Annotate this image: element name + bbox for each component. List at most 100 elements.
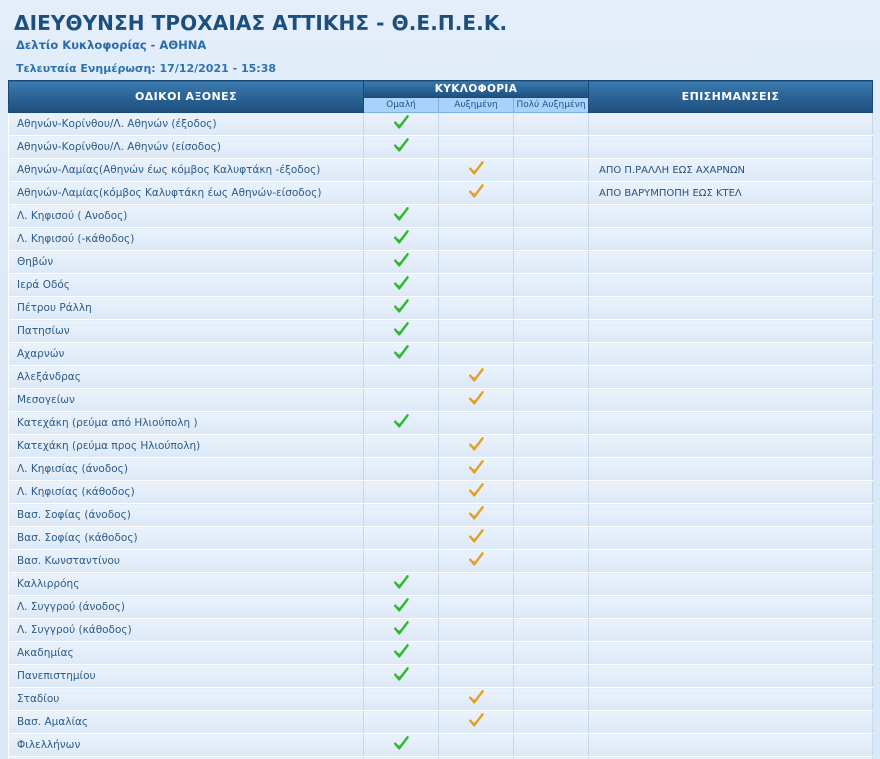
- table-row: Αθηνών-Κορίνθου/Λ. Αθηνών (είσοδος): [8, 135, 873, 159]
- cell-status-very-increased: [513, 365, 589, 389]
- page-header: ΔΙΕΥΘΥΝΣΗ ΤΡΟΧΑΙΑΣ ΑΤΤΙΚΗΣ - Θ.Ε.Π.Ε.Κ. …: [8, 0, 872, 76]
- check-mark-icon: [468, 505, 485, 522]
- check-mark-icon: [393, 321, 410, 338]
- check-mark-icon: [393, 206, 410, 223]
- table-row: Λ. Συγγρού (κάθοδος): [8, 618, 873, 642]
- cell-status-normal: [363, 549, 439, 573]
- check-mark-icon: [468, 551, 485, 568]
- cell-status-very-increased: [513, 181, 589, 205]
- check-mark-icon: [393, 344, 410, 361]
- cell-status-normal: [363, 434, 439, 458]
- cell-status-normal: [363, 112, 439, 136]
- column-header-notes: ΕΠΙΣΗΜΑΝΣΕΙΣ: [588, 80, 873, 113]
- cell-status-normal: [363, 411, 439, 435]
- cell-note: [588, 250, 873, 274]
- cell-axis-name: Αθηνών-Λαμίας(κόμβος Καλυφτάκη έως Αθηνώ…: [8, 181, 364, 205]
- cell-status-increased: [438, 503, 514, 527]
- table-row: Λ. Κηφισίας (κάθοδος): [8, 480, 873, 504]
- cell-status-normal: [363, 572, 439, 596]
- cell-status-very-increased: [513, 733, 589, 757]
- check-mark-icon: [393, 229, 410, 246]
- cell-note: [588, 549, 873, 573]
- cell-axis-name: Ακαδημίας: [8, 641, 364, 665]
- check-mark-icon: [393, 666, 410, 683]
- cell-note: [588, 480, 873, 504]
- check-mark-icon: [393, 137, 410, 154]
- cell-axis-name: Λ. Κηφισίας (κάθοδος): [8, 480, 364, 504]
- cell-status-increased: [438, 710, 514, 734]
- cell-status-increased: [438, 181, 514, 205]
- cell-note: [588, 710, 873, 734]
- cell-axis-name: Ιερά Οδός: [8, 273, 364, 297]
- table-row: Λ. Κηφισίας (άνοδος): [8, 457, 873, 481]
- table-row: Μεσογείων: [8, 388, 873, 412]
- table-row: Ιερά Οδός: [8, 273, 873, 297]
- table-body: Αθηνών-Κορίνθου/Λ. Αθηνών (έξοδος) Αθηνών…: [8, 112, 873, 759]
- cell-status-normal: [363, 480, 439, 504]
- cell-status-normal: [363, 457, 439, 481]
- cell-status-normal: [363, 388, 439, 412]
- cell-axis-name: Πέτρου Ράλλη: [8, 296, 364, 320]
- table-row: Αθηνών-Κορίνθου/Λ. Αθηνών (έξοδος): [8, 112, 873, 136]
- check-mark-icon: [468, 160, 485, 177]
- check-mark-icon: [393, 643, 410, 660]
- check-mark-icon: [393, 735, 410, 752]
- cell-axis-name: Λ. Κηφισού (-κάθοδος): [8, 227, 364, 251]
- cell-status-normal: [363, 135, 439, 159]
- cell-status-normal: [363, 641, 439, 665]
- cell-status-normal: [363, 342, 439, 366]
- check-mark-icon: [468, 183, 485, 200]
- cell-axis-name: Κατεχάκη (ρεύμα προς Ηλιούπολη): [8, 434, 364, 458]
- cell-note: [588, 204, 873, 228]
- check-mark-icon: [393, 413, 410, 430]
- cell-status-normal: [363, 365, 439, 389]
- check-mark-icon: [468, 689, 485, 706]
- cell-status-increased: [438, 112, 514, 136]
- cell-status-increased: [438, 388, 514, 412]
- cell-status-increased: [438, 480, 514, 504]
- cell-note: [588, 112, 873, 136]
- cell-note: [588, 664, 873, 688]
- cell-status-normal: [363, 158, 439, 182]
- cell-status-normal: [363, 250, 439, 274]
- page-subtitle: Δελτίο Κυκλοφορίας - ΑΘΗΝΑ: [16, 38, 207, 52]
- cell-status-very-increased: [513, 135, 589, 159]
- cell-axis-name: Αθηνών-Λαμίας(Αθηνών έως κόμβος Καλυφτάκ…: [8, 158, 364, 182]
- check-mark-icon: [393, 597, 410, 614]
- traffic-table: ΟΔΙΚΟΙ ΑΞΟΝΕΣ ΚΥΚΛΟΦΟΡΙΑ ΕΠΙΣΗΜΑΝΣΕΙΣ Ομ…: [8, 80, 873, 759]
- traffic-table-wrapper: ΟΔΙΚΟΙ ΑΞΟΝΕΣ ΚΥΚΛΟΦΟΡΙΑ ΕΠΙΣΗΜΑΝΣΕΙΣ Ομ…: [8, 80, 873, 759]
- cell-axis-name: Φιλελλήνων: [8, 733, 364, 757]
- cell-status-increased: [438, 549, 514, 573]
- cell-status-increased: [438, 411, 514, 435]
- cell-status-normal: [363, 664, 439, 688]
- cell-status-increased: [438, 595, 514, 619]
- cell-status-normal: [363, 296, 439, 320]
- cell-status-increased: [438, 158, 514, 182]
- cell-axis-name: Μεσογείων: [8, 388, 364, 412]
- table-row: Πατησίων: [8, 319, 873, 343]
- cell-axis-name: Αχαρνών: [8, 342, 364, 366]
- cell-status-very-increased: [513, 227, 589, 251]
- check-mark-icon: [468, 712, 485, 729]
- cell-status-increased: [438, 342, 514, 366]
- cell-note: [588, 687, 873, 711]
- cell-status-very-increased: [513, 411, 589, 435]
- cell-status-increased: [438, 227, 514, 251]
- cell-status-very-increased: [513, 319, 589, 343]
- column-header-axes: ΟΔΙΚΟΙ ΑΞΟΝΕΣ: [8, 80, 364, 113]
- cell-note: [588, 296, 873, 320]
- cell-status-normal: [363, 733, 439, 757]
- table-row: Ακαδημίας: [8, 641, 873, 665]
- cell-note: [588, 273, 873, 297]
- check-mark-icon: [468, 482, 485, 499]
- check-mark-icon: [468, 436, 485, 453]
- cell-status-very-increased: [513, 549, 589, 573]
- cell-status-normal: [363, 687, 439, 711]
- table-row: Σταδίου: [8, 687, 873, 711]
- cell-note: ΑΠΟ ΒΑΡΥΜΠΟΠΗ ΕΩΣ ΚΤΕΛ: [588, 181, 873, 205]
- cell-status-very-increased: [513, 572, 589, 596]
- table-row: Θηβών: [8, 250, 873, 274]
- cell-status-very-increased: [513, 388, 589, 412]
- table-row: Βασ. Αμαλίας: [8, 710, 873, 734]
